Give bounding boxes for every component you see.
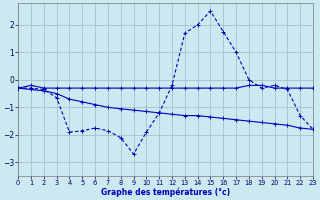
X-axis label: Graphe des températures (°c): Graphe des températures (°c) [101,188,230,197]
